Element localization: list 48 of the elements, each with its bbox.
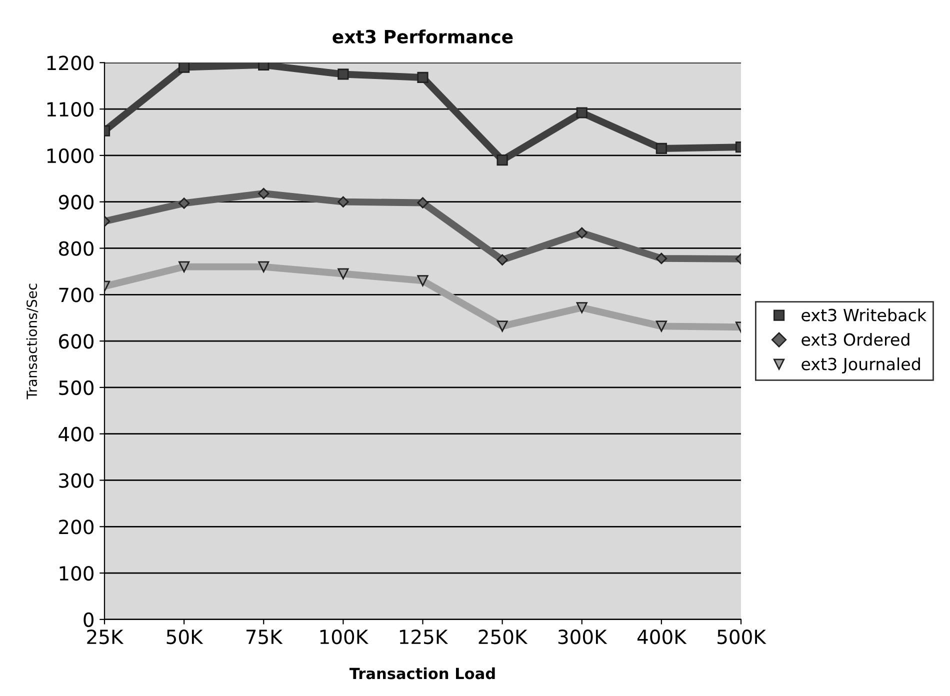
point (338, 268, 349, 280)
point (178, 62, 190, 73)
y-tick-label: 600 (59, 334, 94, 349)
point (417, 275, 428, 286)
legend-label: ext3 Journaled (802, 357, 920, 374)
point (496, 320, 508, 332)
x-axis-title: Transaction Load (350, 667, 495, 680)
point (576, 227, 588, 239)
x-tick-label: 250K (478, 630, 528, 644)
chart-title: ext3 Performance (332, 29, 513, 44)
x-tick-label: 300K (558, 630, 608, 644)
point (417, 72, 428, 84)
point (178, 198, 190, 209)
y-axis-title: Transactions/Sec (26, 284, 38, 400)
point (576, 302, 588, 314)
y-tick-label: 700 (59, 288, 94, 302)
x-tick-label: 400K (637, 630, 687, 644)
y-tick-label: 200 (59, 520, 94, 534)
point (258, 261, 270, 272)
y-tick-label: 1000 (47, 148, 94, 164)
y-tick-label: 800 (58, 241, 94, 256)
y-tick-label: 900 (58, 194, 94, 210)
y-tick-label: 0 (84, 612, 94, 628)
y-tick-label: 1100 (47, 102, 94, 117)
x-tick-label: 75K (246, 630, 283, 644)
point (656, 252, 668, 264)
legend-label: ext3 Writeback (802, 308, 927, 322)
x-tick-label: 50K (166, 630, 204, 644)
x-tick-label: 125K (400, 630, 448, 644)
y-tick-label: 300 (59, 473, 94, 488)
point (178, 261, 190, 272)
x-tick-label: 25K (87, 630, 124, 644)
y-tick-label: 400 (58, 426, 94, 442)
y-tick-label: 500 (59, 380, 94, 396)
point (258, 188, 270, 200)
point (338, 196, 349, 208)
point (417, 197, 428, 208)
x-tick-label: 500K (718, 630, 766, 644)
point (656, 142, 667, 154)
point (338, 68, 349, 80)
y-tick-label: 1200 (47, 56, 94, 70)
point (496, 154, 508, 166)
y-tick-label: 100 (60, 566, 94, 581)
point (656, 320, 667, 332)
x-tick-label: 100K (320, 630, 369, 644)
legend-label: ext3 Ordered (802, 332, 910, 346)
point (576, 107, 588, 118)
point (496, 254, 508, 266)
